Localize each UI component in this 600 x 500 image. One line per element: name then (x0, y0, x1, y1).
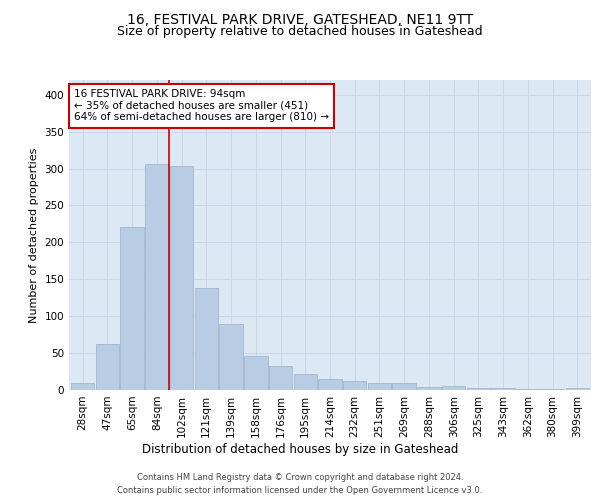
Text: Contains HM Land Registry data © Crown copyright and database right 2024.: Contains HM Land Registry data © Crown c… (137, 472, 463, 482)
Bar (343, 381, 367, 390)
Text: 16, FESTIVAL PARK DRIVE, GATESHEAD, NE11 9TT: 16, FESTIVAL PARK DRIVE, GATESHEAD, NE11… (127, 12, 473, 26)
Text: Contains public sector information licensed under the Open Government Licence v3: Contains public sector information licen… (118, 486, 482, 495)
Bar (541, 388, 565, 390)
Bar (368, 382, 391, 390)
Bar (244, 356, 268, 390)
Bar (491, 388, 515, 390)
Bar (516, 388, 539, 390)
Bar (95, 344, 119, 390)
Bar (121, 227, 144, 390)
Bar (269, 366, 292, 390)
Bar (71, 382, 94, 390)
Bar (417, 387, 441, 390)
Text: Distribution of detached houses by size in Gateshead: Distribution of detached houses by size … (142, 442, 458, 456)
Bar (194, 288, 218, 390)
Text: 16 FESTIVAL PARK DRIVE: 94sqm
← 35% of detached houses are smaller (451)
64% of : 16 FESTIVAL PARK DRIVE: 94sqm ← 35% of d… (74, 90, 329, 122)
Bar (392, 382, 416, 390)
Bar (318, 379, 342, 390)
Bar (219, 324, 243, 390)
Bar (442, 386, 466, 390)
Bar (467, 388, 490, 390)
Text: Size of property relative to detached houses in Gateshead: Size of property relative to detached ho… (117, 25, 483, 38)
Bar (293, 374, 317, 390)
Bar (145, 164, 169, 390)
Y-axis label: Number of detached properties: Number of detached properties (29, 148, 39, 322)
Bar (566, 388, 589, 390)
Bar (170, 166, 193, 390)
